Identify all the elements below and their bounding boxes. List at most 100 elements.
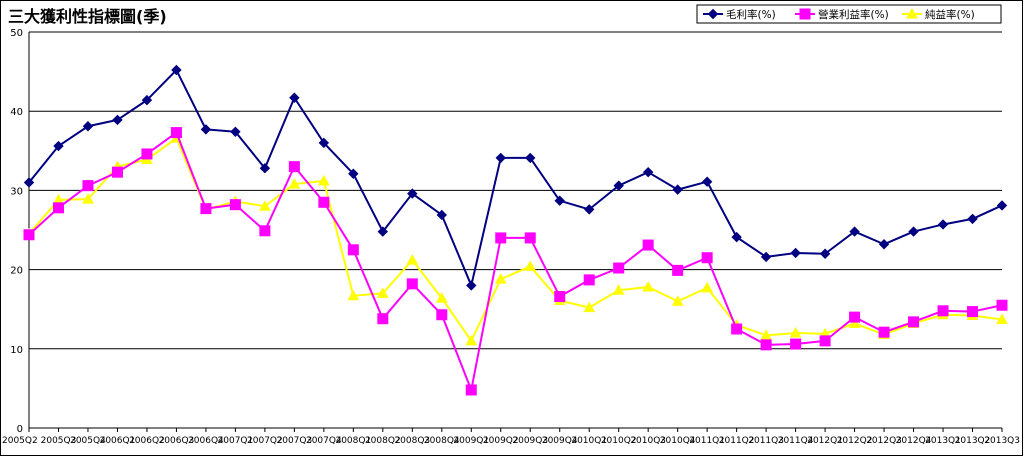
data-point <box>819 248 831 259</box>
data-point <box>289 92 300 103</box>
y-tick-label: 20 <box>10 266 23 277</box>
data-point <box>259 163 271 174</box>
legend-item: 純益率(%) <box>902 7 975 21</box>
data-point <box>347 289 360 301</box>
x-tick-label: 2010Q4 <box>660 436 696 446</box>
data-point <box>200 124 212 135</box>
x-tick-label: 2013Q2 <box>955 436 991 446</box>
data-point <box>524 232 536 244</box>
data-point <box>465 334 478 346</box>
series-line <box>28 131 1003 391</box>
data-point <box>671 295 684 306</box>
data-point <box>347 244 359 256</box>
data-point <box>760 329 772 340</box>
x-tick-label: 2010Q2 <box>601 436 637 446</box>
legend-item: 營業利益率(%) <box>795 8 889 21</box>
data-point <box>406 254 419 265</box>
series-group <box>23 64 1008 396</box>
data-point <box>466 280 477 291</box>
data-point <box>377 313 389 325</box>
x-tick-label: 2007Q4 <box>306 436 342 446</box>
legend-label: 毛利率(%) <box>726 8 776 21</box>
data-point <box>642 239 654 251</box>
x-tick-label: 2006Q2 <box>129 436 165 446</box>
gridlines <box>29 31 1002 350</box>
data-point <box>849 226 860 237</box>
x-tick-label: 2009Q3 <box>512 436 548 446</box>
data-point <box>642 166 654 178</box>
data-point <box>53 140 64 152</box>
data-point <box>435 292 448 303</box>
data-point <box>407 188 418 199</box>
data-point <box>141 94 153 106</box>
data-point <box>525 152 536 164</box>
data-point <box>878 239 890 250</box>
data-point <box>937 219 949 230</box>
data-point <box>701 281 714 293</box>
x-tick-label: 2009Q1 <box>453 436 489 446</box>
x-tick-label: 2008Q4 <box>424 436 460 446</box>
x-tick-label: 2008Q1 <box>335 436 371 446</box>
y-tick-label: 40 <box>10 107 23 118</box>
x-tick-label: 2013Q3 <box>984 436 1020 446</box>
x-tick-label: 2012Q2 <box>837 436 873 446</box>
legend-label: 純益率(%) <box>925 8 975 21</box>
data-point <box>82 180 94 192</box>
data-point <box>436 309 448 321</box>
x-tick-label: 2008Q3 <box>394 436 430 446</box>
data-point <box>230 126 241 137</box>
data-point <box>111 166 123 178</box>
x-tick-label: 2007Q2 <box>247 436 283 446</box>
x-tick-label: 2012Q3 <box>866 436 902 446</box>
data-point <box>494 273 507 284</box>
data-point <box>436 209 447 221</box>
x-tick-label: 2007Q3 <box>277 436 313 446</box>
data-point <box>642 280 655 292</box>
data-point <box>799 8 811 20</box>
x-tick-label: 2008Q2 <box>365 436 401 446</box>
x-tick-label: 2007Q1 <box>218 436 254 446</box>
x-tick-label: 2009Q2 <box>483 436 519 446</box>
x-tick-label: 2011Q4 <box>778 436 814 446</box>
data-point <box>554 291 566 303</box>
data-point <box>229 199 241 211</box>
data-point <box>317 174 330 186</box>
data-point <box>790 338 802 350</box>
data-point <box>554 195 565 206</box>
data-point <box>82 193 94 204</box>
data-point <box>288 161 300 173</box>
data-point <box>789 326 802 338</box>
chart-title: 三大獲利性指標圖(季) <box>8 7 167 26</box>
data-point <box>584 204 595 215</box>
data-point <box>112 114 123 126</box>
x-tick-label: 2012Q4 <box>896 436 932 446</box>
data-point <box>23 177 35 188</box>
x-tick-label: 2010Q3 <box>630 436 666 446</box>
data-point <box>908 226 919 237</box>
data-point <box>967 213 978 225</box>
data-point <box>200 203 212 215</box>
data-point <box>701 252 713 264</box>
data-point <box>583 274 595 286</box>
data-point <box>583 301 596 313</box>
legend-item: 毛利率(%) <box>703 8 776 21</box>
x-tick-label: 2006Q4 <box>188 436 224 446</box>
data-point <box>141 148 153 160</box>
data-point <box>848 317 861 328</box>
x-tick-label: 2005Q4 <box>70 436 106 446</box>
data-point <box>878 326 890 338</box>
data-point <box>731 323 743 335</box>
data-point <box>760 339 772 351</box>
data-point <box>996 299 1008 311</box>
data-point <box>996 200 1008 211</box>
x-tick-label: 2005Q3 <box>41 436 77 446</box>
x-tick-label: 2011Q2 <box>719 436 755 446</box>
legend: 毛利率(%) 營業利益率(%) 純益率(%) <box>696 4 1002 24</box>
data-point <box>731 231 742 243</box>
data-point <box>672 184 683 195</box>
data-point <box>790 247 801 259</box>
data-point <box>908 316 920 328</box>
